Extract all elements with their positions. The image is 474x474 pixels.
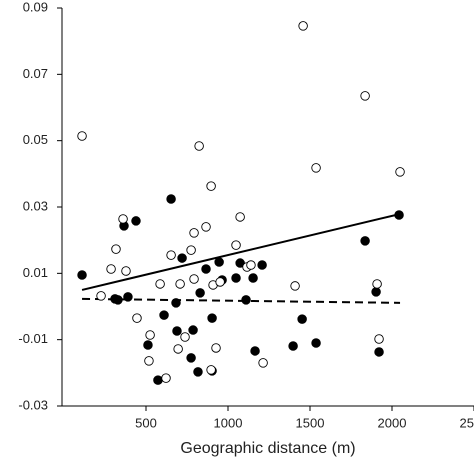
point <box>193 367 203 377</box>
point <box>206 365 216 375</box>
point <box>201 222 211 232</box>
point <box>123 292 133 302</box>
point <box>189 228 199 238</box>
point <box>131 216 141 226</box>
point <box>96 291 106 301</box>
point <box>246 260 256 270</box>
x-tick-label: 2500 <box>460 415 474 430</box>
y-tick-label: 0.05 <box>23 132 48 147</box>
point <box>372 279 382 289</box>
point <box>241 295 251 305</box>
point <box>257 260 267 270</box>
x-tick-label: 2000 <box>378 415 407 430</box>
regression-line <box>82 297 401 304</box>
point <box>360 236 370 246</box>
point <box>258 358 268 368</box>
x-tick-label: 500 <box>135 415 157 430</box>
point <box>248 273 258 283</box>
point <box>371 287 381 297</box>
point <box>311 338 321 348</box>
x-tick-label: 1000 <box>214 415 243 430</box>
point <box>288 341 298 351</box>
point <box>231 273 241 283</box>
point <box>235 212 245 222</box>
point <box>298 21 308 31</box>
y-tick-label: 0.09 <box>23 0 48 14</box>
point <box>77 131 87 141</box>
point <box>159 310 169 320</box>
point <box>177 253 187 263</box>
y-tick-label: -0.01 <box>18 331 48 346</box>
point <box>121 266 131 276</box>
point <box>297 314 307 324</box>
point <box>166 194 176 204</box>
point <box>374 347 384 357</box>
point <box>207 313 217 323</box>
point <box>143 340 153 350</box>
point <box>111 244 121 254</box>
y-tick-label: 0.07 <box>23 66 48 81</box>
point <box>311 163 321 173</box>
point <box>132 313 142 323</box>
point <box>171 298 181 308</box>
point <box>214 257 224 267</box>
point <box>172 326 182 336</box>
point <box>186 353 196 363</box>
point <box>194 141 204 151</box>
x-axis-label: Geographic distance (m) <box>180 440 355 457</box>
point <box>118 214 128 224</box>
point <box>144 356 154 366</box>
point <box>113 295 123 305</box>
y-tick-label: 0.03 <box>23 198 48 213</box>
y-tick-label: -0.03 <box>18 397 48 412</box>
point <box>186 245 196 255</box>
point <box>166 250 176 260</box>
point <box>395 167 405 177</box>
point <box>215 277 225 287</box>
point <box>155 279 165 289</box>
point <box>211 343 221 353</box>
point <box>161 373 171 383</box>
point <box>206 181 216 191</box>
point <box>145 330 155 340</box>
y-tick-label: 0.01 <box>23 265 48 280</box>
regression-line <box>81 212 401 291</box>
point <box>290 281 300 291</box>
point <box>173 344 183 354</box>
x-tick-label: 1500 <box>296 415 325 430</box>
point <box>250 346 260 356</box>
point <box>77 270 87 280</box>
point <box>195 288 205 298</box>
point <box>188 325 198 335</box>
point <box>201 264 211 274</box>
point <box>180 332 190 342</box>
point <box>394 210 404 220</box>
point <box>153 375 163 385</box>
point <box>189 274 199 284</box>
point <box>360 91 370 101</box>
point <box>231 240 241 250</box>
point <box>175 279 185 289</box>
point <box>106 264 116 274</box>
point <box>374 334 384 344</box>
